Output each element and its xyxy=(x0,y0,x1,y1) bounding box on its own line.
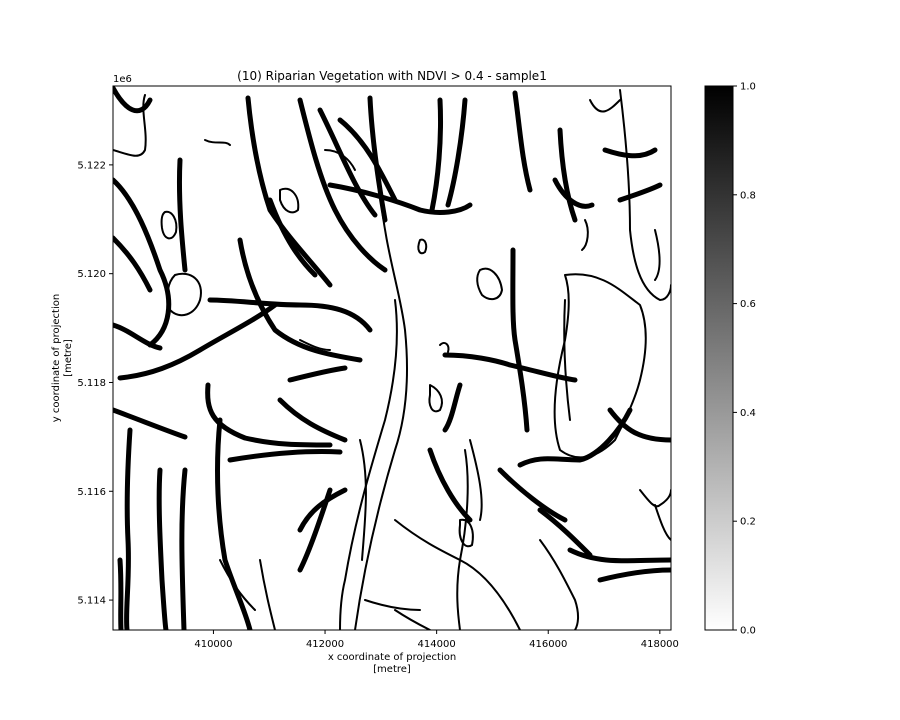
colorbar xyxy=(704,85,734,631)
x-tick-label: 414000 xyxy=(418,639,456,650)
chart-title: (10) Riparian Vegetation with NDVI > 0.4… xyxy=(237,69,547,83)
x-tick-label: 410000 xyxy=(194,639,232,650)
plot-frame xyxy=(112,85,672,631)
y-tick-label: 5.114 xyxy=(77,596,106,607)
x-axis: 410000 412000 414000 416000 418000 xyxy=(194,630,679,650)
y-tick-label: 5.118 xyxy=(77,378,106,389)
x-axis-label: x coordinate of projection [metre] xyxy=(328,652,456,675)
x-tick-label: 418000 xyxy=(641,639,679,650)
y-offset-label: 1e6 xyxy=(113,74,132,85)
y-tick-label: 5.116 xyxy=(77,487,106,498)
y-tick-label: 5.122 xyxy=(77,160,106,171)
colorbar-tick-label: 0.6 xyxy=(740,299,756,310)
colorbar-axis: 0.0 0.2 0.4 0.6 0.8 1.0 xyxy=(733,82,756,637)
colorbar-tick-label: 0.2 xyxy=(740,517,756,528)
y-tick-label: 5.120 xyxy=(77,269,106,280)
x-tick-label: 416000 xyxy=(529,639,567,650)
plot-area xyxy=(113,86,671,630)
colorbar-tick-label: 0.0 xyxy=(740,626,756,637)
colorbar-tick-label: 0.4 xyxy=(740,408,756,419)
x-tick-label: 412000 xyxy=(306,639,344,650)
colorbar-tick-label: 1.0 xyxy=(740,82,756,93)
y-axis-label: y coordinate of projection[metre] xyxy=(51,294,74,422)
colorbar-tick-label: 0.8 xyxy=(740,190,756,201)
vegetation-raster xyxy=(113,86,671,630)
y-axis: 5.114 5.116 5.118 5.120 5.122 xyxy=(77,160,113,607)
